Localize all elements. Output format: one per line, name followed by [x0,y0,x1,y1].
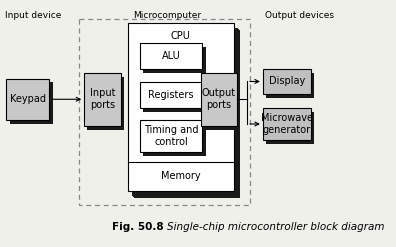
Bar [79,19,249,205]
Bar [134,30,240,198]
Text: Keypad: Keypad [10,94,46,104]
Text: Microwave
generator: Microwave generator [261,113,313,135]
Bar [143,86,206,112]
Bar [143,124,206,156]
Text: Input device: Input device [5,11,61,20]
Bar [263,69,311,94]
Bar [133,29,239,197]
Text: Timing and
control: Timing and control [144,125,198,147]
Text: Fig. 50.8: Fig. 50.8 [112,222,164,232]
Text: Output
ports: Output ports [202,88,236,110]
Text: Single-chip microcontroller block diagram: Single-chip microcontroller block diagra… [167,222,385,232]
Bar [139,82,202,108]
Text: Output devices: Output devices [265,11,334,20]
Bar [143,47,206,73]
Text: Registers: Registers [148,90,194,100]
Bar [201,73,237,126]
Text: Memory: Memory [161,171,201,181]
Bar [266,112,314,144]
Bar [6,79,50,120]
Text: Input
ports: Input ports [89,88,115,110]
Bar [84,73,120,126]
Bar [88,77,124,130]
Bar [139,43,202,69]
Bar [139,120,202,152]
Bar [204,77,240,130]
Bar [132,28,238,196]
Text: ALU: ALU [162,51,180,61]
Text: CPU: CPU [171,31,191,41]
Bar [266,73,314,98]
Text: Microcomputer: Microcomputer [133,11,201,20]
Bar [10,82,53,124]
Text: Display: Display [269,77,305,86]
Bar [263,108,311,140]
Bar [128,23,234,191]
